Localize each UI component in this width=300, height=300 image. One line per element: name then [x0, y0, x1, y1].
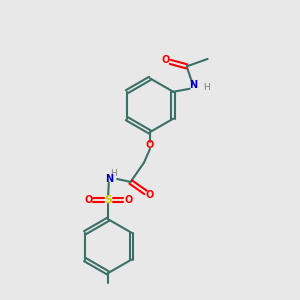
Text: H: H: [203, 83, 209, 92]
Text: O: O: [146, 190, 154, 200]
Text: N: N: [189, 80, 197, 90]
Text: O: O: [84, 195, 92, 205]
Text: H: H: [110, 169, 117, 178]
Text: N: N: [105, 174, 113, 184]
Text: O: O: [146, 140, 154, 150]
Text: O: O: [162, 56, 170, 65]
Text: S: S: [104, 195, 112, 205]
Text: O: O: [124, 195, 132, 205]
